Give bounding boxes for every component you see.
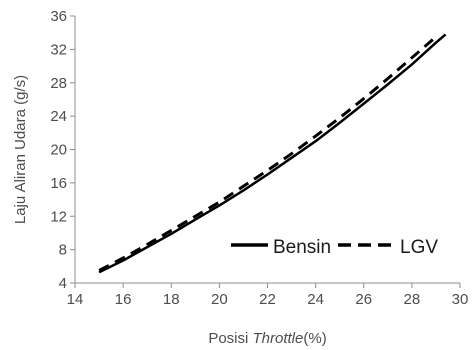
axes <box>70 15 461 288</box>
y-tick-label: 28 <box>50 75 67 92</box>
y-tick-label: 8 <box>59 242 67 259</box>
x-tick-label: 16 <box>115 291 132 308</box>
x-tick-label: 28 <box>404 291 421 308</box>
y-tick-label: 16 <box>50 175 67 192</box>
x-axis-label: Posisi Throttle(%) <box>208 330 326 347</box>
legend-label-bensin: Bensin <box>273 237 331 258</box>
x-tick-label: 18 <box>163 291 180 308</box>
series-group <box>98 33 447 274</box>
y-tick-label: 4 <box>59 275 67 292</box>
y-tick-label: 24 <box>50 108 67 125</box>
legend: Bensin LGV <box>231 237 438 258</box>
y-tick-label: 36 <box>50 8 67 25</box>
y-tick-label: 20 <box>50 142 67 159</box>
x-tick-label: 22 <box>259 291 276 308</box>
x-tick-labels: 14 16 18 20 22 24 26 28 30 <box>67 291 469 308</box>
x-tick-label: 30 <box>452 291 469 308</box>
y-tick-label: 32 <box>50 41 67 58</box>
x-tick-label: 20 <box>211 291 228 308</box>
x-tick-label: 26 <box>355 291 372 308</box>
x-axis-label-prefix: Posisi <box>208 330 252 347</box>
x-tick-label: 14 <box>67 291 84 308</box>
x-tick-label: 24 <box>307 291 324 308</box>
series-line-lgv <box>98 35 437 272</box>
x-axis-label-italic: Throttle <box>253 330 304 347</box>
y-tick-labels: 4 8 12 16 20 24 28 32 36 <box>50 8 67 292</box>
series-line-bensin <box>98 33 447 274</box>
y-axis-label: Laju Aliran Udara (g/s) <box>12 75 29 224</box>
x-axis-label-suffix: (%) <box>303 330 326 347</box>
y-tick-label: 12 <box>50 208 67 225</box>
legend-label-lgv: LGV <box>400 237 438 258</box>
